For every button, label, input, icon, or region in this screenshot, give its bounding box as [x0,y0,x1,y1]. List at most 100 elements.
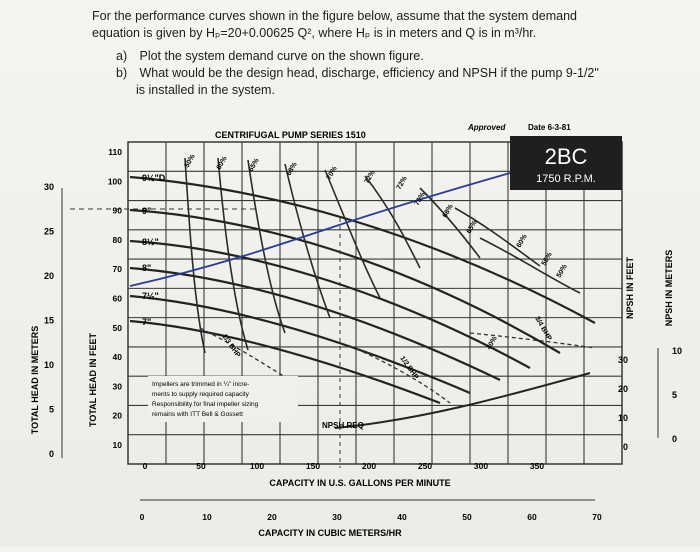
tick-m3hr: 0 [140,512,145,522]
part-b-text-2: is installed in the system. [136,83,275,97]
impeller-9-5-label: 9½"D [142,173,166,183]
bhp-1-2-label: 1/2 BHP [398,355,419,381]
curve-7-5 [129,294,471,395]
left-axis-meters-label: TOTAL HEAD IN METERS [30,326,40,435]
impeller-7-label: 7" [142,317,151,327]
approval-date: Date 6-3-81 [528,123,571,132]
part-a: a) Plot the system demand curve on the s… [116,48,662,65]
ticks-gpm: 0 50 100 150 200 250 300 350 [143,461,545,471]
bhp-3-4 [469,332,596,349]
eff-label: 50% [556,263,569,279]
tick-gpm: 350 [530,461,544,471]
eff-70-left [324,169,381,299]
approved-label: Approved [467,123,506,132]
curve-7 [129,319,441,405]
impeller-8-label: 8" [142,263,151,273]
tick-npsh-ft: 30 [618,355,628,365]
impeller-8-5-label: 8½" [142,237,159,247]
bhp-lines [199,327,596,404]
tick-gpm: 300 [474,461,488,471]
npsh-curve [334,372,591,429]
axis-rulers [61,188,659,501]
impeller-curves [129,175,596,405]
tick-gpm: 0 [143,461,148,471]
eff-label: 40% [486,335,499,351]
tick-feet: 60 [113,294,123,304]
x-axis-gpm-label: CAPACITY IN U.S. GALLONS PER MINUTE [269,478,450,488]
bhp-1-3 [199,327,291,381]
curve-9 [129,208,561,354]
eff-label: 65% [248,157,261,173]
tick-npsh-ft: 10 [618,413,628,423]
tick-feet: 70 [113,264,123,274]
eff-label: 68% [286,161,299,177]
tick-meters: 0 [49,449,54,459]
series-title: CENTRIFUGAL PUMP SERIES 1510 [215,130,366,140]
grid [127,141,623,465]
note-line-1: Impellers are trimmed in ¼" incre- [152,381,249,388]
eff-60-right [479,237,581,294]
part-b-label: b) [116,66,128,80]
tick-meters: 5 [49,405,54,415]
tick-npsh-m: 10 [672,346,682,356]
pump-curve-figure: CENTRIFUGAL PUMP SERIES 1510 Approved Da… [0,118,700,547]
x-axis-m3hr-label: CAPACITY IN CUBIC METERS/HR [258,528,402,538]
eff-label: 50% [184,153,197,169]
eff-label: 60% [516,233,529,249]
tick-feet: 50 [113,323,123,333]
note-bg [148,376,298,422]
right-axis-meters-label: NPSH IN METERS [664,250,674,327]
eff-label: 60% [216,155,229,171]
tick-feet: 80 [113,235,123,245]
tick-npsh-ft: 0 [623,442,628,452]
tick-m3hr: 60 [527,512,537,522]
model-box-bg [510,136,622,190]
tick-gpm: 250 [418,461,432,471]
note-line-2: ments to supply required capacity [152,391,250,398]
part-a-text: Plot the system demand curve on the show… [139,49,424,63]
model-box: 2BC 1750 R.P.M. [510,136,622,190]
pump-curve-svg: CENTRIFUGAL PUMP SERIES 1510 Approved Da… [30,123,682,538]
tick-meters: 25 [44,227,54,237]
eff-label: 70% [326,165,339,181]
ticks-feet: 110 100 90 80 70 60 50 40 30 20 10 [108,147,122,450]
tick-feet: 110 [108,147,122,157]
question-line-1: For the performance curves shown in the … [92,9,577,23]
tick-m3hr: 50 [462,512,472,522]
bhp-1-2 [349,345,451,404]
eff-72 [364,175,421,269]
tick-feet: 100 [108,176,122,186]
eff-label: 72% [396,175,409,191]
tick-npsh-m: 0 [672,434,677,444]
impeller-7-5-label: 7½" [142,291,159,301]
right-axis-feet-label: NPSH IN FEET [625,256,635,319]
efficiency-curves [184,157,581,354]
tick-m3hr: 20 [267,512,277,522]
part-b: b) What would be the design head, discha… [116,65,662,82]
note-line-3: Responsibility for final impeller sizing [152,401,259,408]
tick-m3hr: 40 [397,512,407,522]
impeller-labels: 9½"D 9" 8½" 8" 7½" 7" [142,173,166,327]
grid-frame [127,141,623,465]
tick-npsh-m: 5 [672,390,677,400]
model-number: 2BC [545,144,588,169]
impeller-note: Impellers are trimmed in ¼" incre- ments… [148,376,298,422]
ticks-npsh-ft: 30 20 10 0 [618,355,628,452]
tick-gpm: 200 [362,461,376,471]
tick-m3hr: 30 [332,512,342,522]
tick-feet: 40 [113,352,123,362]
eff-label: 68% [442,203,455,219]
eff-65-left [247,159,286,334]
part-a-label: a) [116,49,128,63]
tick-feet: 10 [113,440,123,450]
ticks-npsh-m: 10 5 0 [672,346,682,444]
eff-68-left [284,163,331,319]
problem-statement: For the performance curves shown in the … [92,8,662,99]
pump-rpm: 1750 R.P.M. [536,173,596,185]
impeller-9-label: 9" [142,206,151,216]
tick-meters: 10 [44,360,54,370]
tick-feet: 90 [113,206,123,216]
part-b-text: What would be the design head, discharge… [139,66,599,80]
eff-50-left [184,157,206,354]
